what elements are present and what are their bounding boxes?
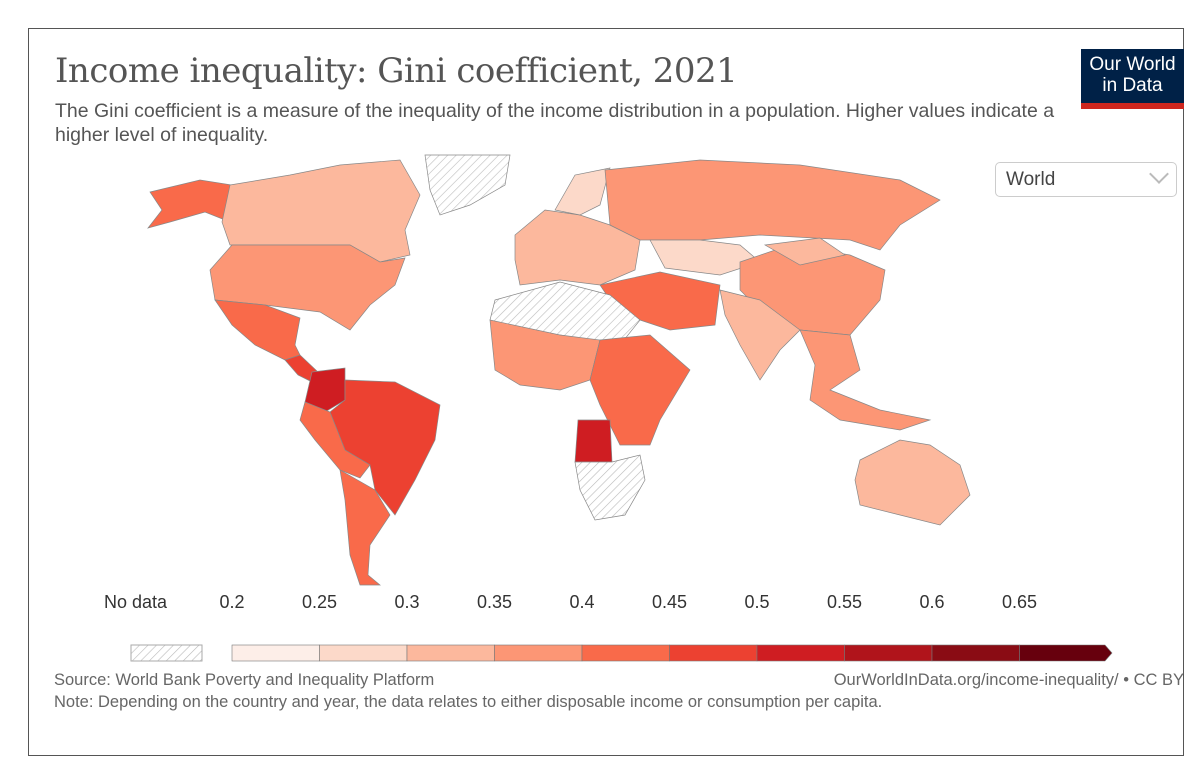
legend-swatch bbox=[406, 644, 495, 662]
owid-logo[interactable]: Our World in Data bbox=[1081, 49, 1184, 109]
chart-card: Income inequality: Gini coefficient, 202… bbox=[28, 28, 1184, 756]
region-southeast-asia[interactable] bbox=[799, 329, 932, 431]
region-mexico[interactable] bbox=[214, 299, 301, 361]
region-greenland[interactable] bbox=[424, 154, 511, 216]
legend-no-data-label: No data bbox=[104, 592, 168, 612]
region-canada[interactable] bbox=[221, 159, 421, 263]
legend-bar bbox=[130, 644, 1113, 662]
legend-swatch bbox=[844, 644, 933, 662]
region-southern-africa[interactable] bbox=[574, 454, 646, 521]
chart-title: Income inequality: Gini coefficient, 202… bbox=[55, 51, 738, 91]
legend-swatch bbox=[756, 644, 845, 662]
region-europe[interactable] bbox=[514, 209, 641, 286]
legend-tick-label: 0.45 bbox=[651, 592, 688, 612]
note-text: Note: Depending on the country and year,… bbox=[54, 693, 883, 711]
legend-no-data-swatch bbox=[130, 644, 203, 662]
region-brazil[interactable] bbox=[329, 379, 441, 516]
legend-swatch bbox=[494, 644, 583, 662]
region-peru-bolivia[interactable] bbox=[299, 401, 371, 479]
legend-tick-label: 0.2 bbox=[219, 592, 245, 612]
source-url-link[interactable]: OurWorldInData.org/income-inequality/ • … bbox=[833, 671, 1184, 689]
legend-swatch bbox=[1019, 644, 1113, 662]
legend-swatch bbox=[319, 644, 408, 662]
legend-tick-label: 0.35 bbox=[476, 592, 513, 612]
region-angola[interactable] bbox=[574, 419, 613, 463]
legend-swatch bbox=[231, 644, 320, 662]
source-text: Source: World Bank Poverty and Inequalit… bbox=[54, 671, 435, 689]
region-united-states[interactable] bbox=[209, 244, 406, 331]
region-west-africa[interactable] bbox=[489, 319, 601, 391]
legend-tick-label: 0.6 bbox=[919, 592, 945, 612]
legend-swatch bbox=[581, 644, 670, 662]
chart-subtitle: The Gini coefficient is a measure of the… bbox=[55, 100, 1055, 146]
region-select-value: World bbox=[1006, 169, 1056, 190]
region-scandinavia[interactable] bbox=[554, 167, 611, 216]
region-select[interactable]: World bbox=[995, 162, 1177, 197]
region-colombia[interactable] bbox=[304, 367, 346, 413]
legend-tick-label: 0.3 bbox=[394, 592, 420, 612]
legend-tick-label: 0.65 bbox=[1001, 592, 1038, 612]
region-russia[interactable] bbox=[604, 159, 941, 251]
region-alaska[interactable] bbox=[147, 179, 233, 229]
region-india[interactable] bbox=[719, 289, 801, 381]
legend-tick-label: 0.25 bbox=[301, 592, 338, 612]
region-australia[interactable] bbox=[854, 439, 971, 526]
legend-tick-label: 0.5 bbox=[744, 592, 770, 612]
legend-swatch bbox=[931, 644, 1020, 662]
region-mongolia[interactable] bbox=[763, 237, 846, 266]
legend-tick-label: 0.55 bbox=[826, 592, 863, 612]
legend-swatch bbox=[669, 644, 758, 662]
region-east-central-africa[interactable] bbox=[589, 334, 691, 446]
region-argentina-chile[interactable] bbox=[339, 469, 391, 586]
legend-tick-label: 0.4 bbox=[569, 592, 595, 612]
